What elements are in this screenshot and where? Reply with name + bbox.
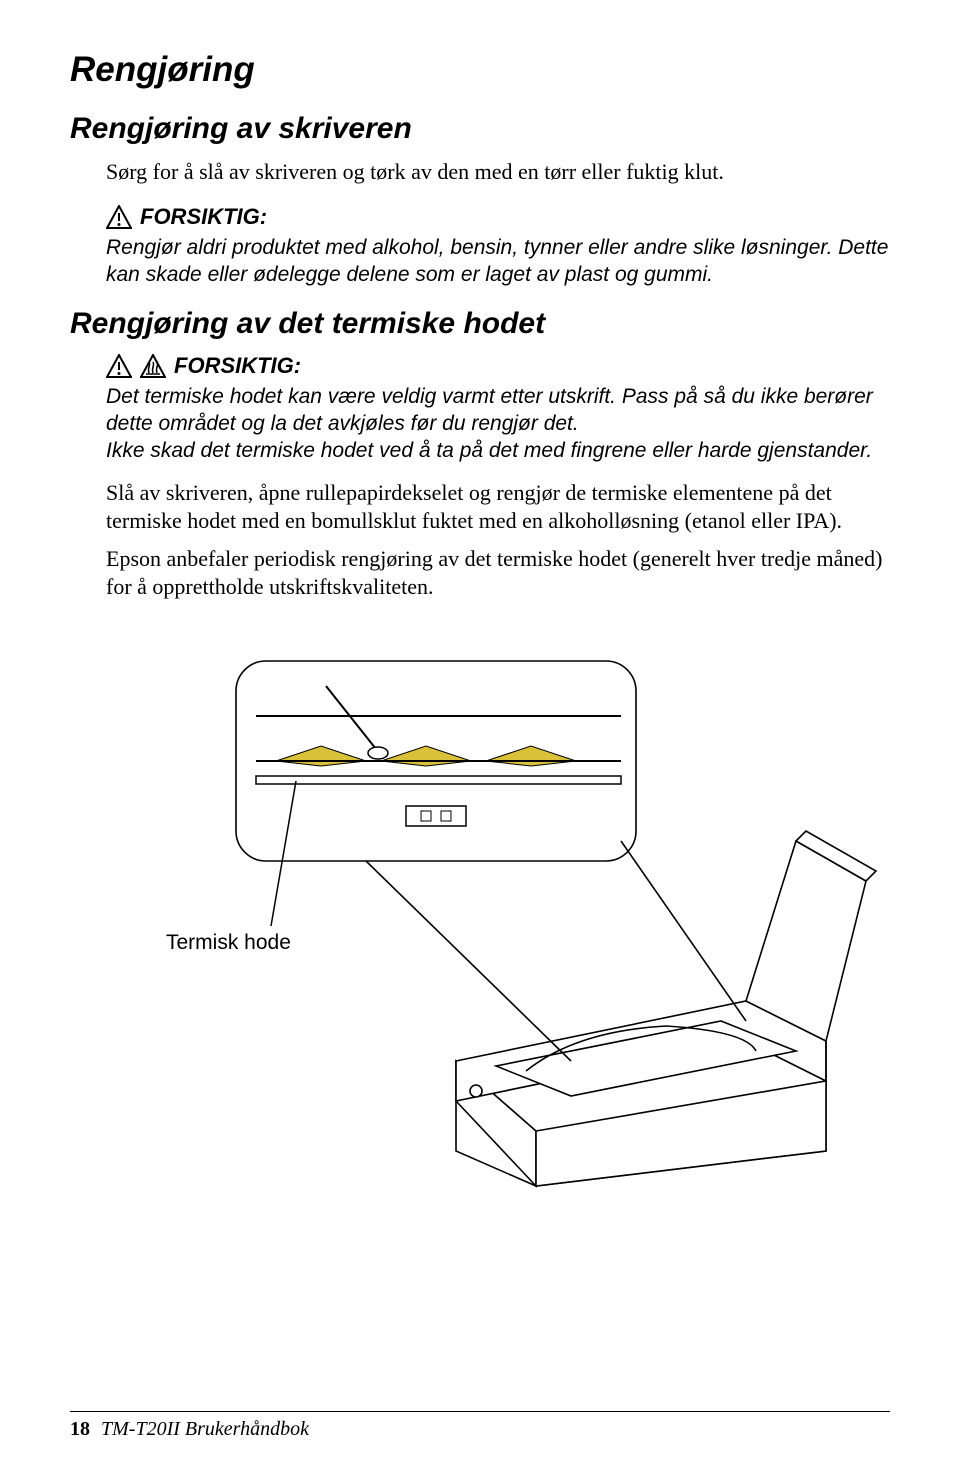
hot-surface-icon <box>140 354 166 378</box>
caution-label: FORSIKTIG: <box>174 353 301 379</box>
page-footer: 18 TM-T20II Brukerhåndbok <box>70 1411 890 1441</box>
section2-caution: FORSIKTIG: Det termiske hodet kan være v… <box>106 353 890 465</box>
section2-heading: Rengjøring av det termiske hodet <box>70 307 890 341</box>
section2-caution-text2: Ikke skad det termiske hodet ved å ta på… <box>106 437 890 464</box>
section1-caution: FORSIKTIG: Rengjør aldri produktet med a… <box>106 204 890 289</box>
printer-illustration <box>106 631 886 1191</box>
section2-caution-text1: Det termiske hodet kan være veldig varmt… <box>106 383 890 438</box>
footer-rule <box>70 1411 890 1412</box>
section1-caution-text: Rengjør aldri produktet med alkohol, ben… <box>106 234 890 289</box>
warning-icon <box>106 205 132 229</box>
printer-diagram: Termisk hode <box>106 631 890 1211</box>
section2-body1: Slå av skriveren, åpne rullepapirdeksele… <box>106 479 890 535</box>
section2-body2: Epson anbefaler periodisk rengjøring av … <box>106 545 890 601</box>
page-number: 18 <box>70 1418 90 1440</box>
section1-intro: Sørg for å slå av skriveren og tørk av d… <box>106 158 890 186</box>
diagram-caption: Termisk hode <box>166 931 291 955</box>
warning-icon <box>106 354 132 378</box>
section1-heading: Rengjøring av skriveren <box>70 112 890 146</box>
caution-label: FORSIKTIG: <box>140 204 267 230</box>
page-title: Rengjøring <box>70 50 890 90</box>
footer-doc-title: TM-T20II Brukerhåndbok <box>101 1418 309 1440</box>
